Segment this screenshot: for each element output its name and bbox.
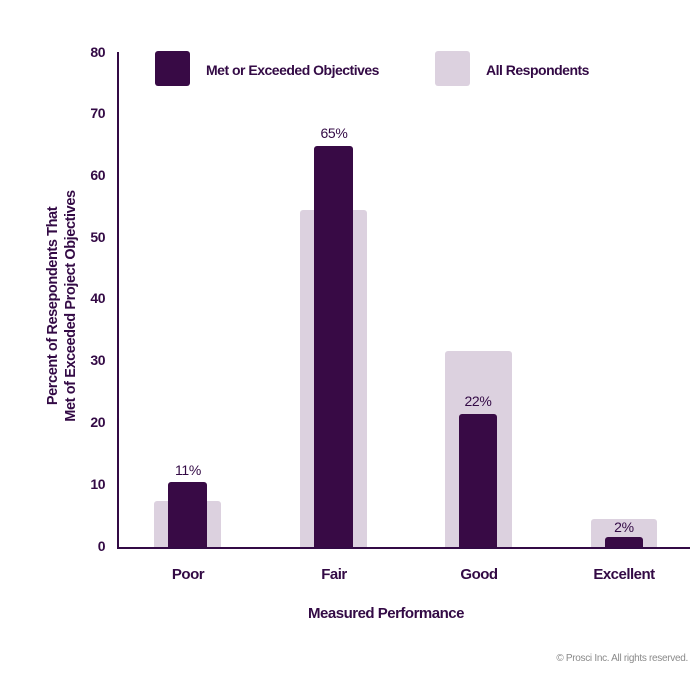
y-axis-line (117, 52, 119, 549)
value-label-poor: 11% (174, 462, 202, 478)
value-label-fair: 65% (320, 125, 348, 141)
legend-label-all: All Respondents (486, 62, 589, 78)
y-tick-60: 60 (90, 167, 105, 183)
bar-met-fair (314, 146, 353, 548)
value-label-good: 22% (464, 393, 492, 409)
legend-swatch-met (155, 51, 190, 86)
legend-label-met: Met or Exceeded Objectives (206, 62, 379, 78)
x-tick-fair: Fair (321, 566, 347, 583)
y-tick-0: 0 (97, 538, 106, 554)
value-label-excellent: 2% (614, 519, 634, 535)
legend-swatch-all (435, 51, 470, 86)
x-tick-excellent: Excellent (593, 566, 655, 583)
bar-met-good (459, 414, 497, 548)
y-tick-10: 10 (90, 476, 105, 492)
y-tick-50: 50 (90, 229, 105, 245)
y-tick-70: 70 (90, 105, 105, 121)
x-tick-poor: Poor (171, 566, 205, 583)
bar-met-poor (168, 482, 207, 548)
y-tick-80: 80 (90, 44, 105, 60)
y-tick-30: 30 (90, 352, 105, 368)
x-axis-line (117, 547, 690, 549)
bar-met-excellent (605, 537, 643, 548)
copyright-notice: © Prosci Inc. All rights reserved. (556, 653, 688, 664)
x-axis-label: Measured Performance (308, 605, 464, 622)
y-tick-20: 20 (90, 414, 105, 430)
x-tick-good: Good (460, 566, 498, 583)
y-tick-40: 40 (90, 290, 105, 306)
y-axis-label-line-1: Percent of Resepondents That (45, 206, 61, 406)
